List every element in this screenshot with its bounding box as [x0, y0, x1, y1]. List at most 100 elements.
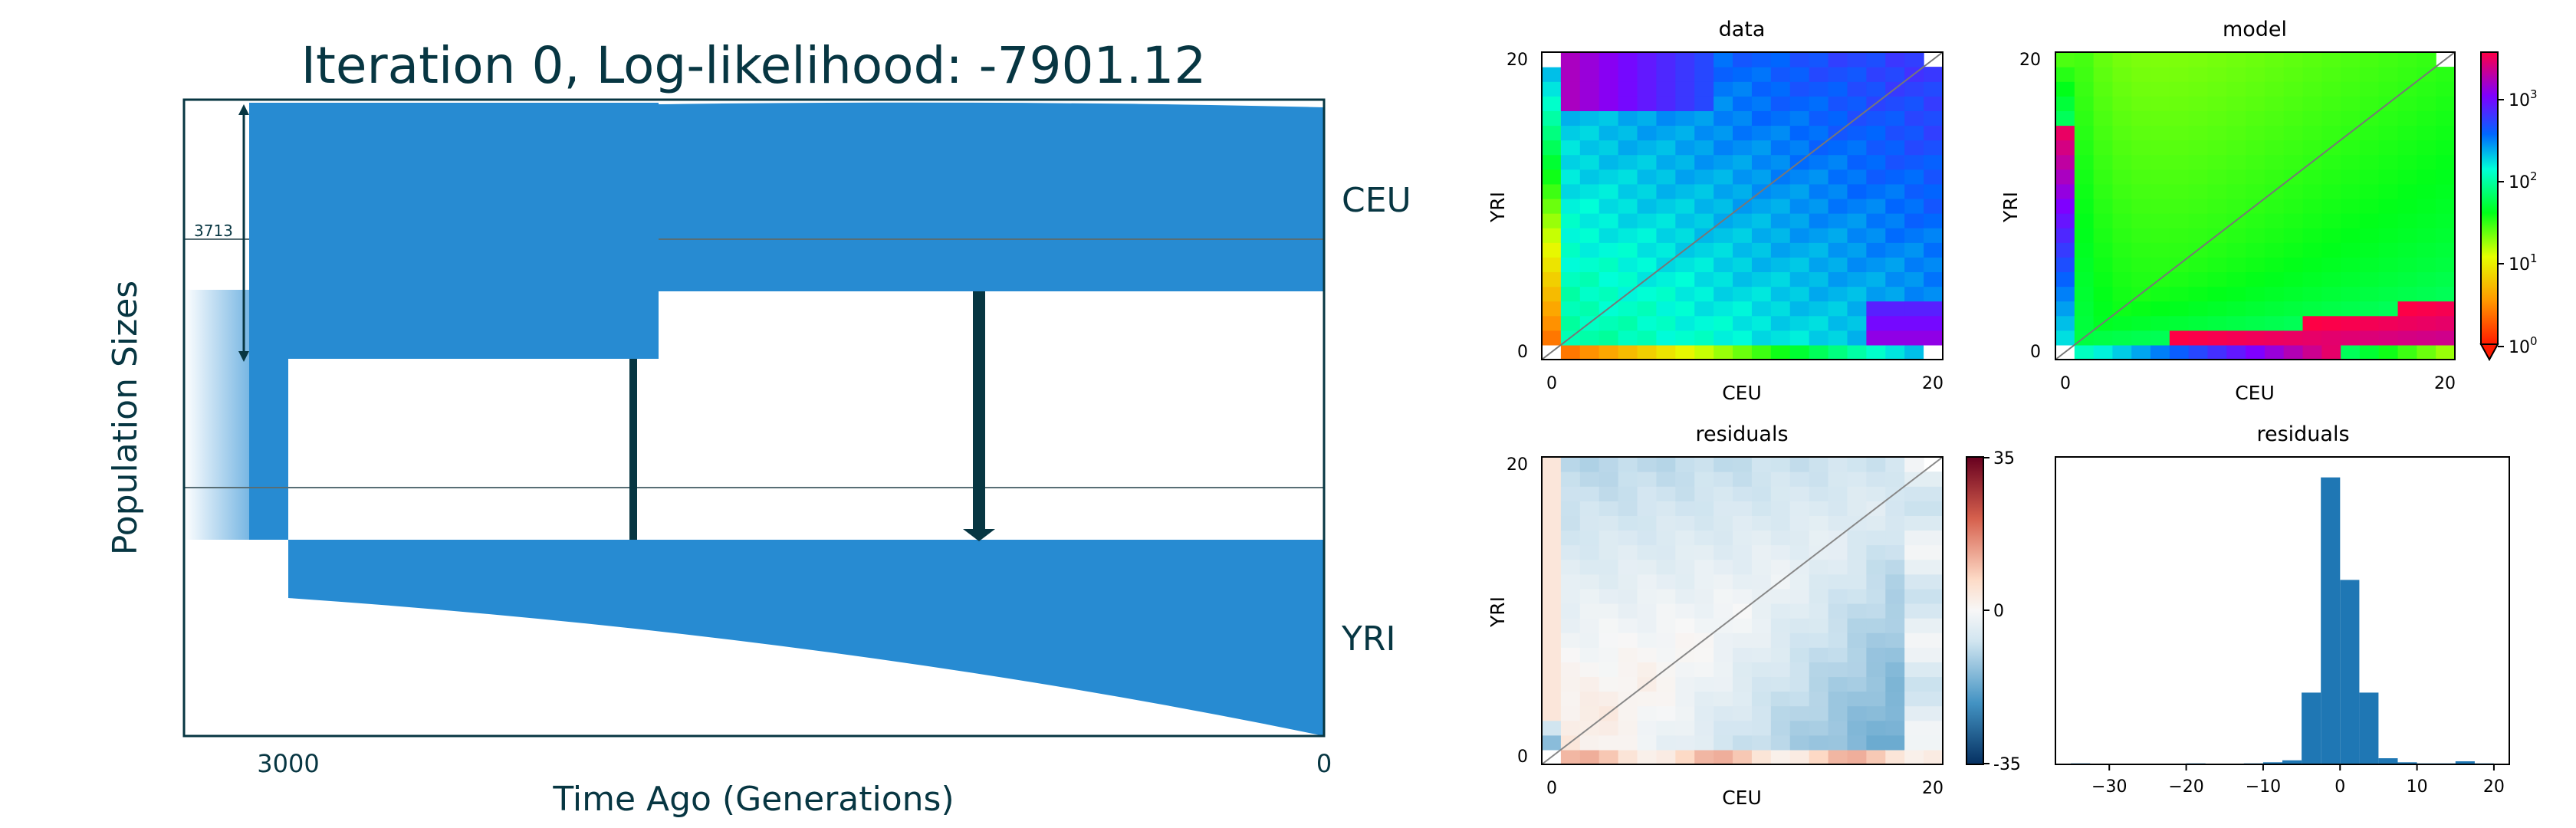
residual-heatmap-cell — [1714, 515, 1733, 531]
residual-heatmap-cell — [1542, 530, 1562, 546]
model-heatmap-cell — [2150, 344, 2170, 360]
residual-heatmap-cell — [1809, 691, 1829, 707]
model-heatmap-cell — [2188, 344, 2209, 360]
residual-heatmap-cell — [1542, 662, 1562, 678]
residual-heatmap-cell — [1924, 676, 1944, 692]
model-heatmap-cell — [2417, 344, 2436, 360]
residual-heatmap-cell — [1542, 632, 1562, 648]
data-heatmap-cell — [1809, 213, 1829, 228]
model-heatmap-cell — [2112, 271, 2132, 288]
data-heatmap-cell — [1714, 52, 1733, 67]
data-heatmap-cell — [1618, 183, 1638, 199]
residual-heatmap-cell — [1809, 559, 1829, 575]
model-heatmap-cell — [2150, 286, 2170, 302]
data-heatmap-cell — [1751, 96, 1772, 111]
residual-heatmap-cell — [1904, 618, 1924, 633]
residual-heatmap-cell — [1579, 588, 1600, 604]
data-heatmap-cell — [1789, 52, 1810, 67]
data-heatmap-cell — [1924, 315, 1944, 331]
residual-heatmap-cell — [1847, 559, 1867, 575]
data-heatmap-cell — [1809, 228, 1829, 243]
residual-heatmap-cell — [1637, 544, 1658, 560]
residual-heatmap-frame — [1541, 456, 1944, 765]
residual-heatmap-cell — [1560, 559, 1581, 575]
histogram-bar — [2262, 762, 2282, 764]
residual-heatmap-x-label: CEU — [1722, 787, 1762, 809]
model-heatmap-cell — [2302, 286, 2322, 302]
model-heatmap-cell — [2131, 213, 2151, 228]
residual-heatmap-cell — [1694, 603, 1714, 619]
model-heatmap-cell — [2226, 301, 2246, 317]
model-heatmap-cell — [2436, 125, 2456, 141]
residual-heatmap-cell — [1885, 573, 1905, 590]
data-heatmap-cell — [1904, 140, 1924, 156]
residual-heatmap-cell — [1828, 588, 1848, 604]
data-heatmap-cell — [1924, 140, 1944, 156]
residual-heatmap-cell — [1770, 734, 1791, 751]
residual-heatmap-cell — [1579, 618, 1600, 633]
data-heatmap-cell — [1598, 125, 1619, 141]
data-heatmap-cell — [1542, 52, 1562, 67]
histogram-bar — [2302, 692, 2321, 764]
residual-heatmap-cell — [1637, 573, 1658, 590]
residual-heatmap-cell — [1885, 676, 1905, 692]
residual-heatmap-cell — [1847, 632, 1867, 648]
model-heatmap-cell — [2074, 315, 2095, 331]
model-heatmap-cell — [2093, 198, 2114, 214]
data-heatmap-cell — [1694, 125, 1714, 141]
model-heatmap-cell — [2055, 110, 2075, 127]
residual-heatmap-cell — [1618, 501, 1638, 516]
residual-heatmap-cell — [1542, 676, 1562, 692]
model-heatmap-cell — [2131, 315, 2151, 331]
residual-heatmap-cell — [1560, 647, 1581, 662]
model-heatmap-cell — [2359, 154, 2380, 170]
model-heatmap-cell — [2207, 110, 2227, 127]
data-heatmap-cell — [1542, 330, 1562, 346]
model-heatmap-cell — [2302, 228, 2322, 243]
residual-heatmap-cell — [1885, 530, 1905, 546]
data-heatmap-cell — [1733, 286, 1753, 302]
data-heatmap-cell — [1904, 271, 1924, 288]
data-heatmap-cell — [1714, 140, 1733, 156]
model-heatmap-cell — [2378, 154, 2399, 170]
data-heatmap-cell — [1618, 198, 1638, 214]
data-heatmap-cell — [1847, 169, 1867, 185]
data-heatmap-cell — [1866, 198, 1886, 214]
residual-heatmap-cell — [1675, 544, 1695, 560]
model-heatmap-cell — [2131, 271, 2151, 288]
model-heatmap-cell — [2321, 125, 2341, 141]
data-heatmap-cell — [1770, 52, 1791, 67]
residual-heatmap-cell — [1885, 588, 1905, 604]
model-heatmap-cell — [2055, 169, 2075, 185]
model-heatmap-cell — [2341, 154, 2361, 170]
model-heatmap-cell — [2302, 52, 2322, 67]
residual-heatmap-cell — [1714, 603, 1733, 619]
data-heatmap-cell — [1542, 198, 1562, 214]
model-heatmap-cell — [2302, 169, 2322, 185]
model-heatmap-cell — [2169, 271, 2190, 288]
residual-heatmap-cell — [1560, 705, 1581, 721]
data-heatmap-cell — [1656, 213, 1676, 228]
model-heatmap-cell — [2131, 154, 2151, 170]
model-heatmap-cell — [2131, 169, 2151, 185]
residual-colorbar-label-neg35: -35 — [1993, 755, 2021, 774]
residual-heatmap-cell — [1618, 720, 1638, 736]
data-heatmap-cell — [1847, 344, 1867, 360]
residual-heatmap-cell — [1579, 734, 1600, 751]
data-heatmap-cell — [1694, 67, 1714, 82]
residual-heatmap-cell — [1770, 530, 1791, 546]
model-heatmap-cell — [2264, 154, 2285, 170]
model-heatmap-cell — [2207, 330, 2227, 346]
data-heatmap-cell — [1885, 169, 1905, 185]
residual-heatmap-cell — [1714, 734, 1733, 751]
data-heatmap-cell — [1770, 344, 1791, 360]
data-heatmap-cell — [1733, 110, 1753, 127]
model-heatmap-cell — [2055, 198, 2075, 214]
model-heatmap-cell — [2397, 213, 2417, 228]
residual-heatmap-cell — [1866, 662, 1886, 678]
residual-heatmap-cell — [1885, 734, 1905, 751]
data-heatmap-cell — [1714, 271, 1733, 288]
residual-heatmap-cell — [1828, 457, 1848, 472]
residual-heatmap-cell — [1828, 515, 1848, 531]
model-heatmap-cell — [2093, 242, 2114, 258]
